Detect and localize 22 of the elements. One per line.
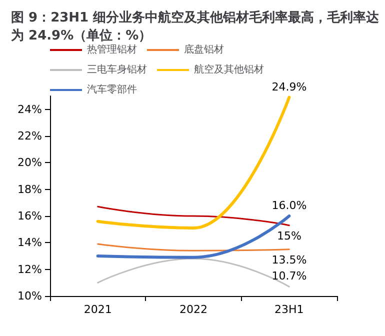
y-tick-label: 22% [18, 130, 42, 142]
y-tick-label: 16% [18, 210, 42, 222]
data-label: 13.5% [272, 253, 307, 266]
y-tick-label: 10% [18, 290, 42, 302]
y-tick-label: 12% [18, 262, 42, 276]
data-label: 15% [276, 229, 302, 242]
x-tick-label: 23H1 [274, 303, 304, 316]
y-tick-label: 18% [18, 182, 42, 196]
chart-title: 图 9：23H1 细分业务中航空及其他铝材毛利率最高，毛利率达为 24.9%（单位：%） [11, 10, 380, 44]
data-label: 16.0% [272, 199, 307, 212]
legend-label: 三电车身铝材 [87, 64, 147, 76]
legend-label: 底盘铝材 [184, 44, 224, 56]
legend-label: 热管理铝材 [87, 44, 137, 56]
y-tick-label: 14% [18, 236, 42, 250]
x-tick-label: 2021 [84, 303, 112, 316]
x-tick-label: 2022 [180, 303, 208, 316]
legend-label: 汽车零部件 [87, 84, 137, 96]
legend-label: 航空及其他铝材 [194, 64, 264, 76]
y-tick-label: 24% [18, 102, 42, 116]
y-tick-label: 20% [18, 156, 42, 170]
data-label: 10.7% [272, 270, 307, 283]
data-label: 24.9% [272, 80, 307, 94]
